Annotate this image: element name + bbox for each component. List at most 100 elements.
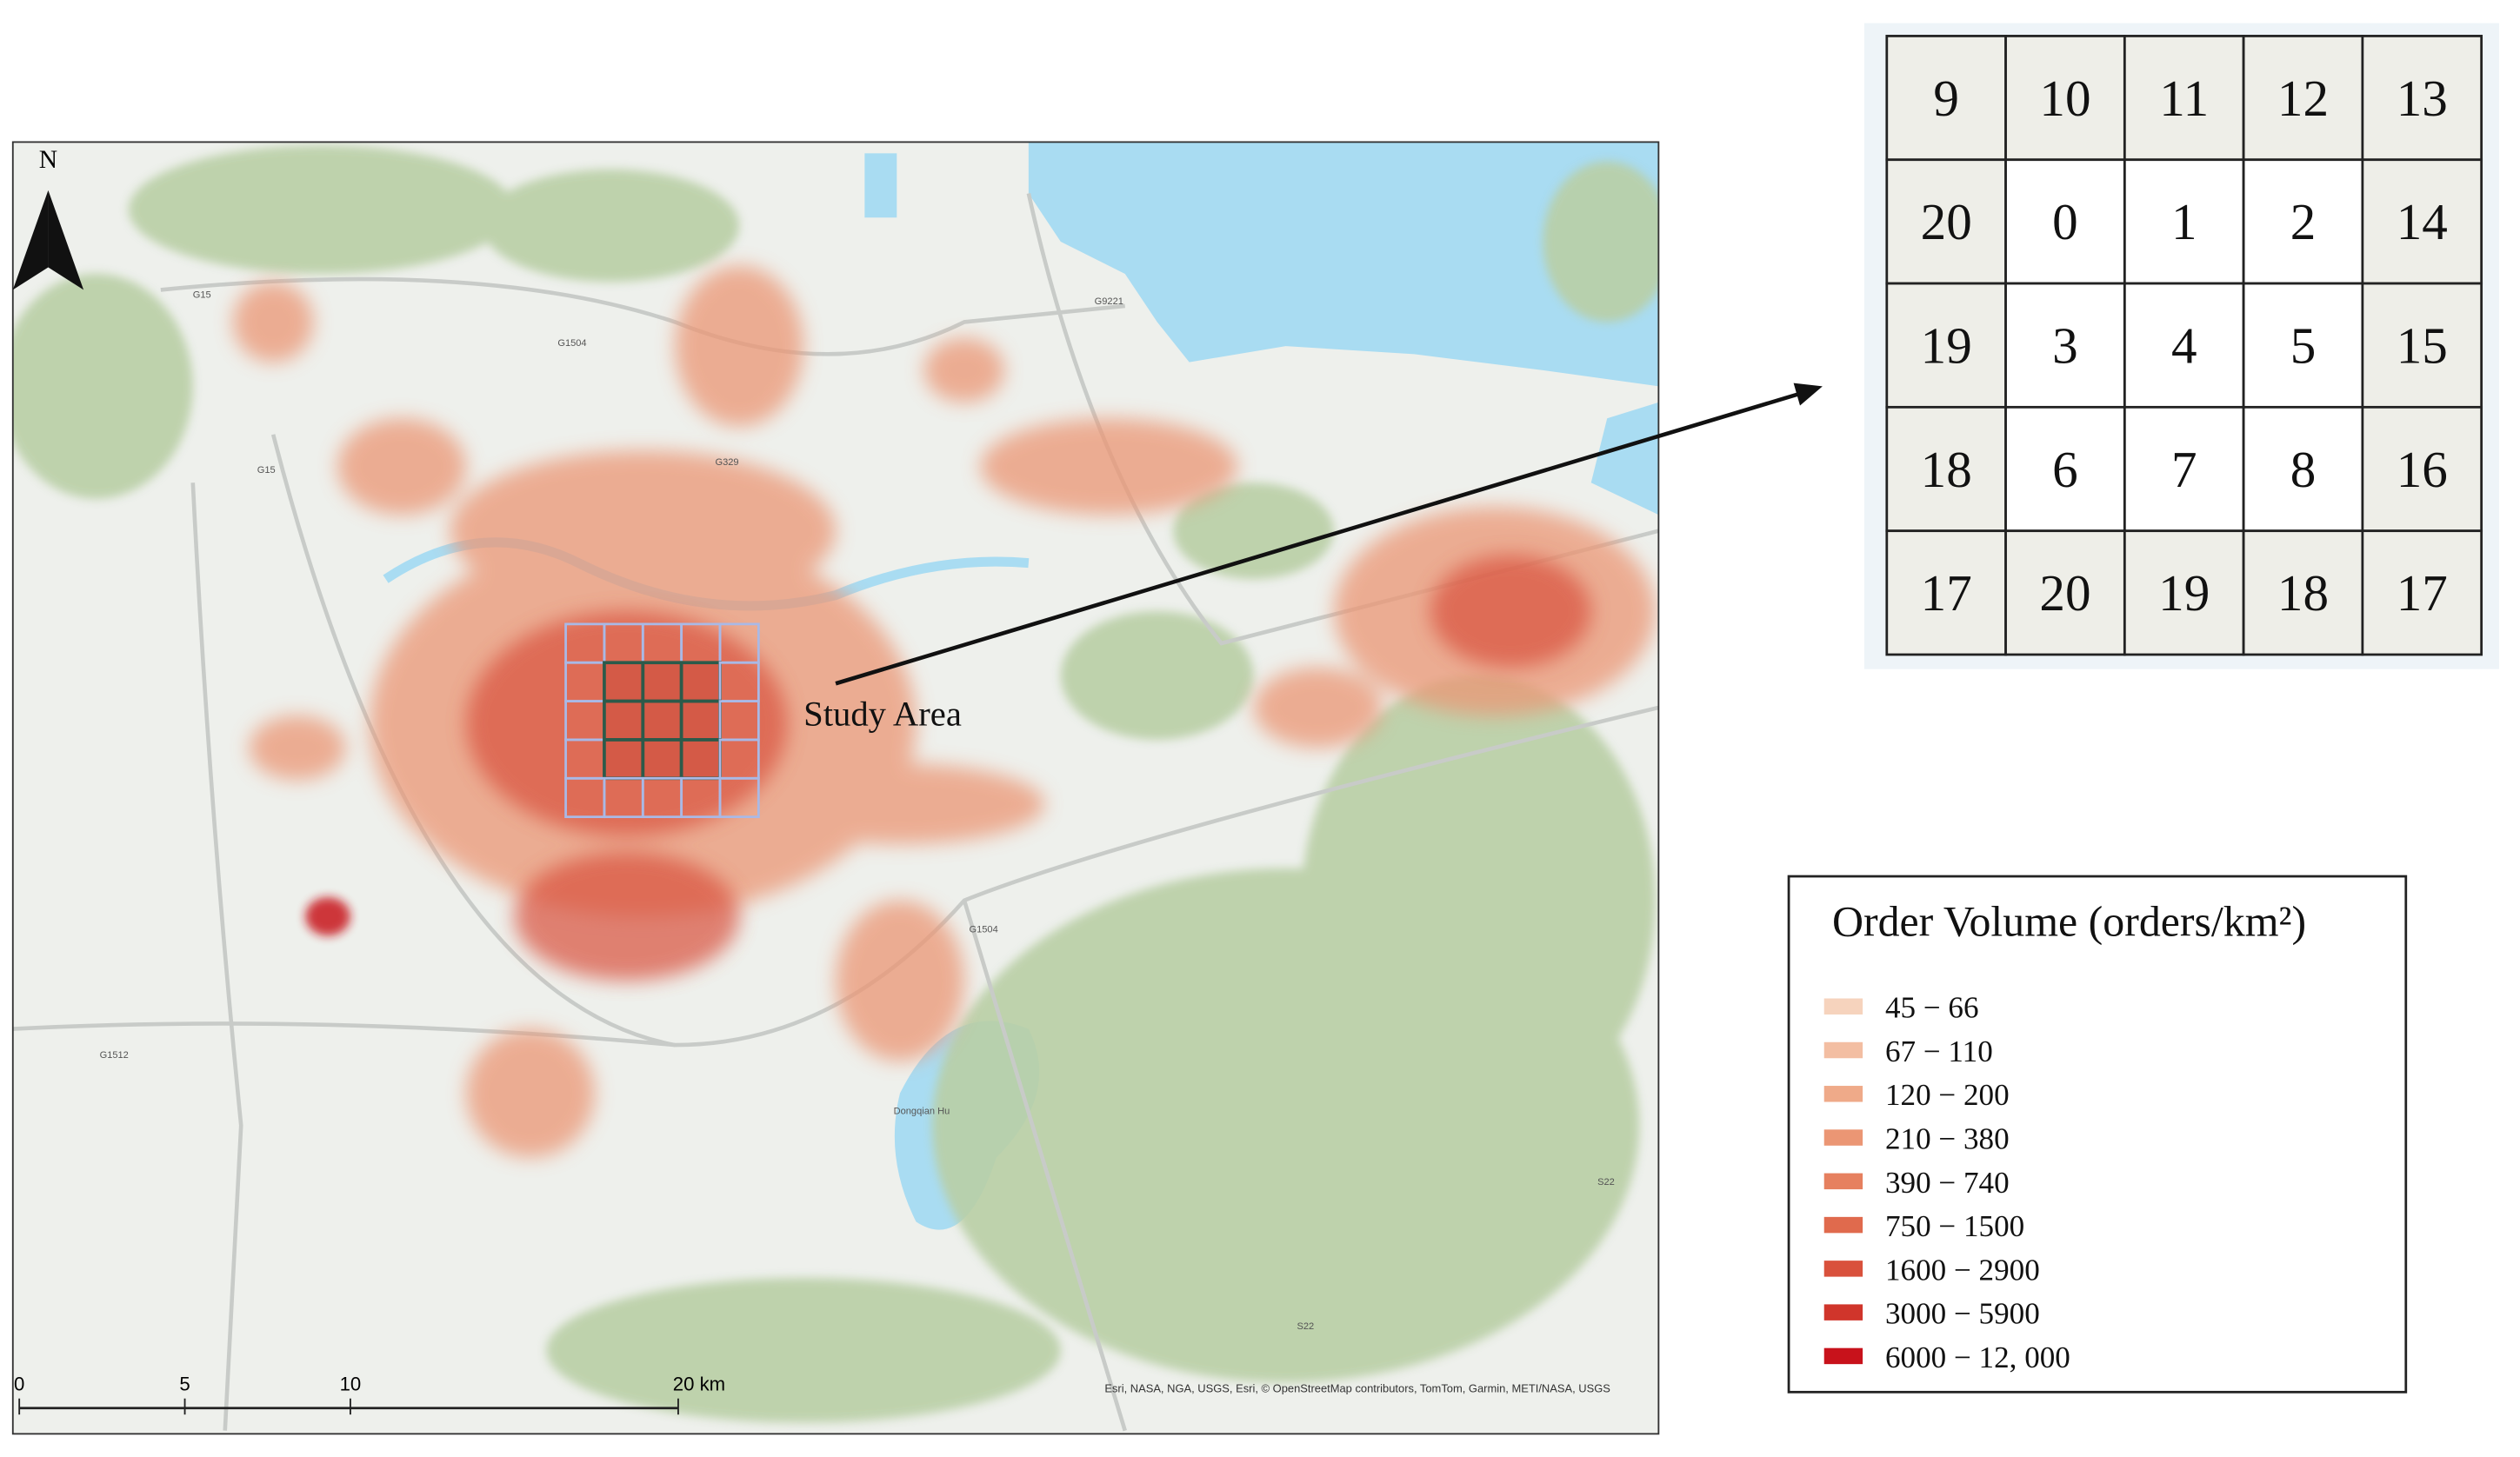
grid-cell	[1885, 529, 2007, 656]
road-label: G1512	[100, 1050, 129, 1061]
grid-label: 8	[2290, 441, 2317, 498]
grid-label: 0	[2052, 193, 2078, 250]
legend-label: 6000 − 12, 000	[1885, 1341, 2070, 1374]
grid-label: 17	[1921, 564, 1972, 622]
grid-cell	[2361, 405, 2483, 533]
grid-label: 9	[1933, 70, 1959, 127]
legend-swatch	[1823, 1129, 1863, 1146]
legend-items: 45 − 66 67 − 110 120 − 200 210 − 380 390 − 7…	[1823, 991, 2070, 1374]
sea	[1028, 142, 1659, 387]
grid-cell	[2242, 405, 2364, 533]
grid-label: 18	[1921, 441, 1972, 498]
grid-label: 6	[2052, 441, 2078, 498]
lake-label: Dongqian Hu	[894, 1107, 950, 1117]
grid-label: 15	[2397, 317, 2448, 375]
north-label: N	[39, 146, 57, 174]
study-cell	[603, 738, 645, 781]
study-cell	[603, 661, 645, 703]
attribution: Esri, NASA, NGA, USGS, Esri, © OpenStree…	[1104, 1381, 1610, 1394]
hills	[12, 145, 1659, 1423]
study-cell	[679, 661, 722, 703]
study-cell	[603, 699, 645, 742]
grid-cell	[2004, 405, 2126, 533]
road-label: S22	[1297, 1321, 1315, 1332]
grid-cell	[1885, 405, 2007, 533]
road-label: S22	[1597, 1177, 1615, 1188]
grid-label: 14	[2397, 193, 2448, 250]
arrow-line	[835, 390, 1804, 686]
legend-label: 45 − 66	[1885, 991, 1979, 1025]
north-arrow: N	[12, 146, 84, 290]
grid-cell	[1885, 282, 2007, 409]
legend-swatch	[1823, 1261, 1863, 1277]
study-cell	[641, 738, 683, 781]
legend-label: 390 − 740	[1885, 1166, 2010, 1200]
legend-swatch	[1823, 1304, 1863, 1321]
grid-cell	[2004, 35, 2126, 162]
grid-label: 3	[2052, 317, 2078, 375]
grid-label: 16	[2397, 441, 2448, 498]
grid-label: 20	[1921, 193, 1972, 250]
study-cell	[679, 699, 722, 742]
legend-label: 67 − 110	[1885, 1035, 1993, 1068]
grid-label: 19	[1921, 317, 1972, 375]
study-area-grid	[564, 622, 760, 819]
north-arrow-half	[12, 190, 49, 290]
study-cell	[679, 738, 722, 781]
legend-swatch	[1823, 998, 1863, 1015]
road-label: G329	[715, 457, 738, 468]
road-labels: G15 G1504 G329 G9221 G1512 G1504 S22 S22…	[100, 290, 1615, 1333]
grid-label: 1	[2171, 193, 2197, 250]
grid-label: 7	[2171, 441, 2197, 498]
legend-label: 210 − 380	[1885, 1121, 2010, 1155]
legend-swatch	[1823, 1216, 1863, 1234]
grid-label: 5	[2290, 317, 2317, 375]
scale-bar: 0 5 10 20 km	[14, 1373, 725, 1415]
road-label: G9221	[1095, 296, 1123, 307]
grid-cell	[2004, 282, 2126, 409]
map-frame	[11, 141, 1660, 1435]
study-cell	[718, 776, 760, 819]
scale-label: 20 km	[673, 1373, 725, 1394]
scale-label: 0	[14, 1373, 24, 1394]
grid-cell	[2361, 529, 2483, 656]
road-label: G1504	[969, 925, 997, 935]
grid-cell	[2004, 529, 2126, 656]
water	[1590, 402, 1659, 516]
grid-label: 20	[2039, 564, 2090, 622]
legend-label: 1600 − 2900	[1885, 1253, 2040, 1287]
legend-label: 120 − 200	[1885, 1078, 2010, 1112]
road-label: G15	[193, 290, 211, 301]
legend-title: Order Volume (orders/km²)	[1832, 897, 2306, 945]
road-label: G15	[257, 465, 276, 476]
harbor	[864, 153, 897, 218]
legend-swatch	[1823, 1041, 1863, 1059]
legend-box	[1787, 875, 2408, 1394]
grid-label: 17	[2397, 564, 2448, 622]
study-cell	[641, 661, 683, 703]
grid-label: 4	[2171, 317, 2197, 375]
grid-cell	[2123, 529, 2245, 656]
grid-label: 13	[2397, 70, 2448, 127]
grid-label: 19	[2158, 564, 2210, 622]
study-area-label: Study Area	[803, 694, 962, 733]
grid-label: 12	[2277, 70, 2329, 127]
roads	[12, 193, 1659, 1432]
heatmap	[232, 265, 1656, 1158]
grid-label: 18	[2277, 564, 2329, 622]
north-arrow-half	[48, 190, 84, 290]
grid-label: 11	[2159, 70, 2209, 127]
arrow-head	[1793, 383, 1823, 406]
grid-cell	[2242, 529, 2364, 656]
scale-label: 10	[340, 1373, 362, 1394]
legend-swatch	[1823, 1347, 1863, 1365]
basemap: G15 G1504 G329 G9221 G1512 G1504 S22 S22…	[12, 142, 1659, 1434]
road-label: G1504	[557, 338, 586, 349]
legend-swatch	[1823, 1086, 1863, 1102]
study-cell	[641, 699, 683, 742]
grid-label: 10	[2039, 70, 2090, 127]
grid-cell	[2123, 282, 2245, 409]
